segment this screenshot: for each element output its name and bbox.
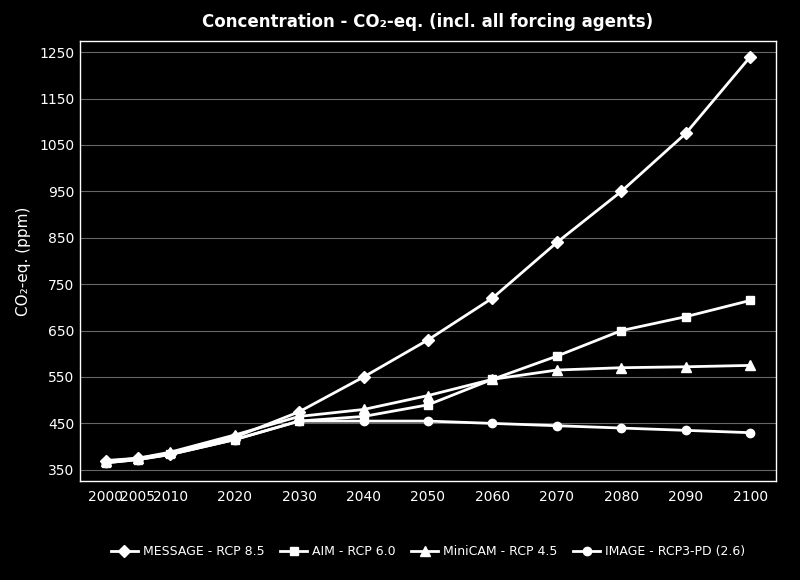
MESSAGE - RCP 8.5 <box>681 130 690 137</box>
MESSAGE - RCP 8.5 <box>133 455 142 462</box>
MESSAGE - RCP 8.5 <box>552 239 562 246</box>
MESSAGE - RCP 8.5 <box>358 374 368 380</box>
IMAGE - RCP3-PD (2.6) <box>230 436 239 443</box>
AIM - RCP 6.0 <box>133 456 142 463</box>
MiniCAM - RCP 4.5 <box>294 413 304 420</box>
MiniCAM - RCP 4.5 <box>681 363 690 370</box>
AIM - RCP 6.0 <box>423 401 433 408</box>
IMAGE - RCP3-PD (2.6) <box>358 418 368 425</box>
IMAGE - RCP3-PD (2.6) <box>746 429 755 436</box>
AIM - RCP 6.0 <box>230 436 239 443</box>
Line: MESSAGE - RCP 8.5: MESSAGE - RCP 8.5 <box>102 53 754 465</box>
MESSAGE - RCP 8.5 <box>166 450 175 457</box>
AIM - RCP 6.0 <box>746 297 755 304</box>
MiniCAM - RCP 4.5 <box>230 432 239 438</box>
MiniCAM - RCP 4.5 <box>423 392 433 399</box>
AIM - RCP 6.0 <box>488 376 498 383</box>
MiniCAM - RCP 4.5 <box>488 376 498 383</box>
IMAGE - RCP3-PD (2.6) <box>101 459 110 466</box>
IMAGE - RCP3-PD (2.6) <box>617 425 626 432</box>
AIM - RCP 6.0 <box>681 313 690 320</box>
MESSAGE - RCP 8.5 <box>230 434 239 441</box>
Title: Concentration - CO₂-eq. (incl. all forcing agents): Concentration - CO₂-eq. (incl. all forci… <box>202 13 654 31</box>
IMAGE - RCP3-PD (2.6) <box>488 420 498 427</box>
Line: IMAGE - RCP3-PD (2.6): IMAGE - RCP3-PD (2.6) <box>102 417 754 467</box>
MiniCAM - RCP 4.5 <box>358 406 368 413</box>
MESSAGE - RCP 8.5 <box>101 457 110 464</box>
MESSAGE - RCP 8.5 <box>423 336 433 343</box>
MESSAGE - RCP 8.5 <box>746 53 755 60</box>
MiniCAM - RCP 4.5 <box>552 367 562 374</box>
IMAGE - RCP3-PD (2.6) <box>681 427 690 434</box>
AIM - RCP 6.0 <box>617 327 626 334</box>
MiniCAM - RCP 4.5 <box>133 455 142 462</box>
Y-axis label: CO₂-eq. (ppm): CO₂-eq. (ppm) <box>16 206 31 316</box>
MESSAGE - RCP 8.5 <box>294 408 304 415</box>
IMAGE - RCP3-PD (2.6) <box>423 418 433 425</box>
AIM - RCP 6.0 <box>358 413 368 420</box>
Line: AIM - RCP 6.0: AIM - RCP 6.0 <box>102 296 754 467</box>
MiniCAM - RCP 4.5 <box>746 362 755 369</box>
IMAGE - RCP3-PD (2.6) <box>552 422 562 429</box>
MESSAGE - RCP 8.5 <box>617 188 626 195</box>
MiniCAM - RCP 4.5 <box>101 458 110 465</box>
AIM - RCP 6.0 <box>552 353 562 360</box>
Legend: MESSAGE - RCP 8.5, AIM - RCP 6.0, MiniCAM - RCP 4.5, IMAGE - RCP3-PD (2.6): MESSAGE - RCP 8.5, AIM - RCP 6.0, MiniCA… <box>110 545 746 558</box>
AIM - RCP 6.0 <box>166 451 175 458</box>
Line: MiniCAM - RCP 4.5: MiniCAM - RCP 4.5 <box>101 361 755 466</box>
IMAGE - RCP3-PD (2.6) <box>166 451 175 458</box>
IMAGE - RCP3-PD (2.6) <box>133 456 142 463</box>
IMAGE - RCP3-PD (2.6) <box>294 418 304 425</box>
MESSAGE - RCP 8.5 <box>488 295 498 302</box>
MiniCAM - RCP 4.5 <box>166 449 175 456</box>
MiniCAM - RCP 4.5 <box>617 364 626 371</box>
AIM - RCP 6.0 <box>101 459 110 466</box>
AIM - RCP 6.0 <box>294 418 304 425</box>
